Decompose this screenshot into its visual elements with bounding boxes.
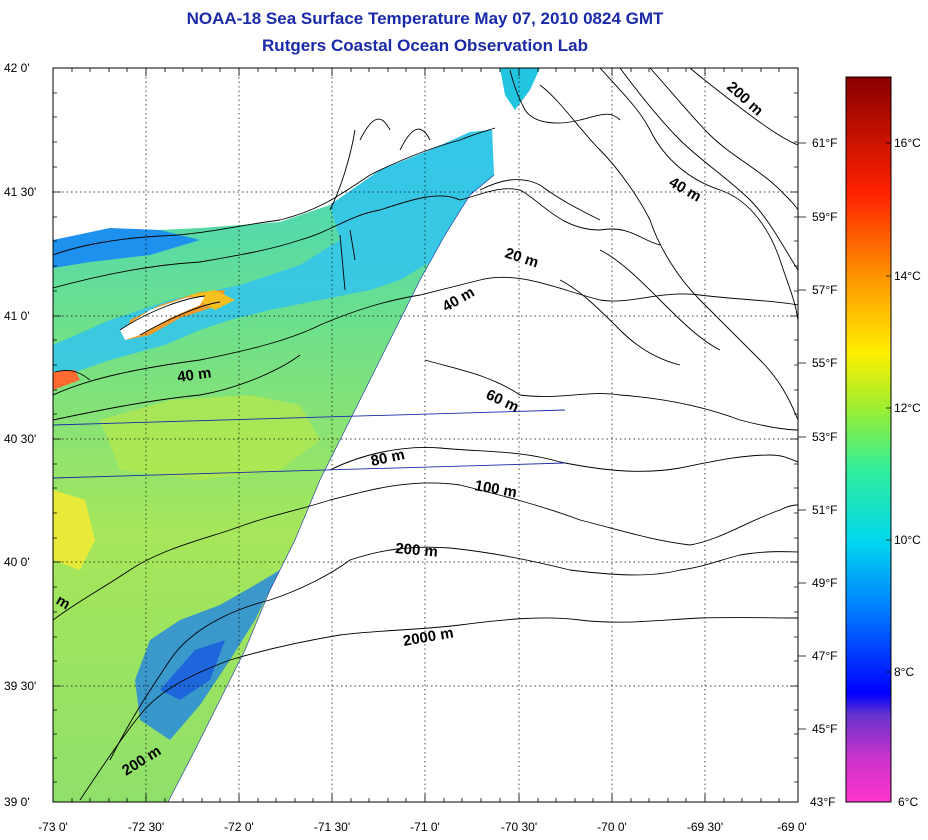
cb-f-51: 51°F xyxy=(812,503,837,517)
lat-label-41-30: 41 30' xyxy=(4,185,36,199)
map-title: NOAA-18 Sea Surface Temperature May 07, … xyxy=(186,9,664,28)
lon-label-70-0: -70 0' xyxy=(597,820,627,834)
lat-lon-grid xyxy=(53,68,798,802)
bathymetry-contours xyxy=(53,68,798,802)
lat-label-39-30: 39 30' xyxy=(4,679,36,693)
contour-label-200m: 200 m xyxy=(395,540,439,561)
cb-f-57: 57°F xyxy=(812,283,837,297)
lat-label-40-30: 40 30' xyxy=(4,432,36,446)
lon-label-69-30: -69 30' xyxy=(687,820,723,834)
cb-c-8: 8°C xyxy=(894,665,914,679)
cb-c-12: 12°C xyxy=(894,401,921,415)
lon-label-72-0: -72 0' xyxy=(224,820,254,834)
map-subtitle: Rutgers Coastal Ocean Observation Lab xyxy=(262,36,588,55)
cb-c-14: 14°C xyxy=(894,269,921,283)
cb-c-6: 6°C xyxy=(898,795,918,809)
lon-label-70-30: -70 30' xyxy=(501,820,537,834)
lon-label-73-0: -73 0' xyxy=(38,820,68,834)
cb-c-10: 10°C xyxy=(894,533,921,547)
cb-f-47: 47°F xyxy=(812,649,837,663)
contour-label-40m-northeast: 40 m xyxy=(666,174,704,206)
lat-label-41-0: 41 0' xyxy=(4,309,30,323)
cb-f-53: 53°F xyxy=(812,430,837,444)
cb-f-61: 61°F xyxy=(812,136,837,150)
cb-f-55: 55°F xyxy=(812,356,837,370)
colorbar-ticks xyxy=(798,142,891,730)
map-ticks xyxy=(52,67,799,803)
contour-label-80m: 80 m xyxy=(369,446,406,470)
cb-f-59: 59°F xyxy=(812,210,837,224)
contour-label-200m-northeast: 200 m xyxy=(723,78,766,119)
sst-swath xyxy=(53,68,540,802)
lat-label-42-0: 42 0' xyxy=(4,61,30,75)
lat-label-39-0: 39 0' xyxy=(4,795,30,809)
cb-f-49: 49°F xyxy=(812,576,837,590)
colorbar xyxy=(845,76,892,803)
cb-c-16: 16°C xyxy=(894,136,921,150)
contour-label-100m: 100 m xyxy=(473,477,518,501)
lon-label-71-0: -71 0' xyxy=(410,820,440,834)
lon-label-71-30: -71 30' xyxy=(314,820,350,834)
lat-label-40-0: 40 0' xyxy=(4,555,30,569)
contour-label-2000m: 2000 m xyxy=(402,624,455,650)
map-frame xyxy=(52,67,799,803)
lon-label-72-30: -72 30' xyxy=(128,820,164,834)
contour-label-40m-nearshore: 40 m xyxy=(176,364,212,386)
lon-label-69-0: -69 0' xyxy=(777,820,807,834)
cb-f-43: 43°F xyxy=(810,795,835,809)
contour-label-20m: 20 m xyxy=(503,245,541,272)
cb-f-45: 45°F xyxy=(812,722,837,736)
